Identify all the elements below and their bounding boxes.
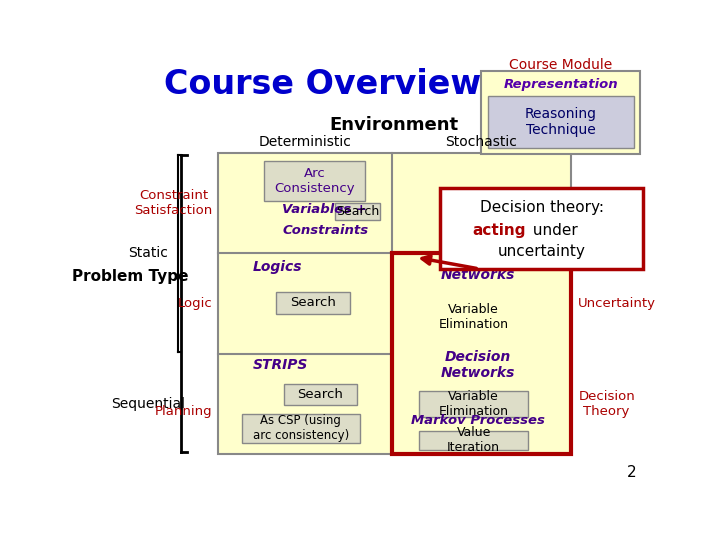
Text: Stochastic: Stochastic bbox=[446, 135, 517, 149]
Text: Problem Type: Problem Type bbox=[72, 269, 189, 284]
Text: Search: Search bbox=[290, 296, 336, 309]
Text: Search: Search bbox=[297, 388, 343, 401]
Text: Search: Search bbox=[336, 205, 379, 218]
Bar bbox=[392, 253, 570, 454]
Text: Deterministic: Deterministic bbox=[258, 135, 351, 149]
Text: Arc
Consistency: Arc Consistency bbox=[274, 167, 355, 195]
Bar bbox=[487, 96, 634, 148]
Text: Static: Static bbox=[128, 246, 168, 260]
Text: Sequential: Sequential bbox=[111, 396, 185, 410]
Text: Constraints: Constraints bbox=[282, 224, 369, 237]
Text: Representation: Representation bbox=[503, 78, 618, 91]
Text: Logic: Logic bbox=[178, 297, 212, 310]
Bar bbox=[482, 71, 640, 154]
Text: 2: 2 bbox=[626, 465, 636, 481]
Bar bbox=[276, 292, 350, 314]
Text: As CSP (using
arc consistency): As CSP (using arc consistency) bbox=[253, 414, 349, 442]
Text: Decision theory:: Decision theory: bbox=[480, 200, 604, 215]
Text: Uncertainty: Uncertainty bbox=[578, 297, 656, 310]
Text: Course Overview: Course Overview bbox=[164, 68, 481, 100]
Text: Planning: Planning bbox=[155, 405, 212, 418]
Text: acting: acting bbox=[473, 223, 526, 238]
Bar bbox=[419, 430, 528, 450]
Text: uncertainty: uncertainty bbox=[498, 244, 586, 259]
Text: Variable
Elimination: Variable Elimination bbox=[438, 390, 508, 418]
Bar bbox=[335, 204, 380, 220]
Text: Decision
Networks: Decision Networks bbox=[441, 350, 515, 380]
Text: Constraint
Satisfaction: Constraint Satisfaction bbox=[134, 190, 212, 218]
Text: Reasoning
Technique: Reasoning Technique bbox=[525, 107, 597, 137]
Text: Markov Processes: Markov Processes bbox=[410, 414, 544, 427]
Text: Variables +: Variables + bbox=[282, 203, 367, 216]
Text: Value
Iteration: Value Iteration bbox=[447, 426, 500, 454]
Text: STRIPS: STRIPS bbox=[253, 358, 308, 372]
Text: Decision
Theory: Decision Theory bbox=[578, 389, 635, 417]
Bar bbox=[419, 302, 528, 331]
Text: Variable
Elimination: Variable Elimination bbox=[438, 302, 508, 330]
Text: Bayesian
Networks: Bayesian Networks bbox=[441, 252, 515, 282]
Text: Logics: Logics bbox=[253, 260, 302, 274]
Bar bbox=[264, 161, 365, 201]
Text: under: under bbox=[528, 223, 577, 238]
Bar bbox=[419, 390, 528, 417]
Bar bbox=[242, 414, 360, 443]
Text: Course Module: Course Module bbox=[509, 58, 613, 72]
Bar bbox=[284, 384, 357, 405]
Bar bbox=[441, 188, 644, 269]
Bar bbox=[218, 153, 570, 454]
Text: Environment: Environment bbox=[330, 116, 459, 134]
